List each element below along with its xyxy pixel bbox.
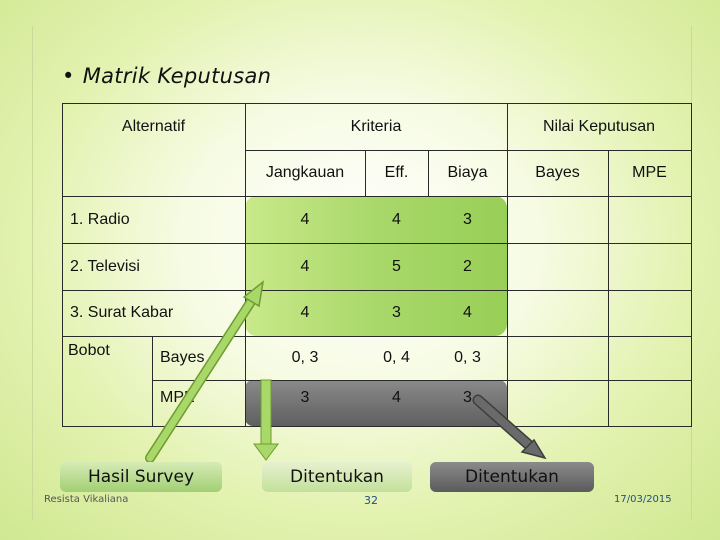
cell-eff: 4 (392, 210, 401, 228)
slide-title: • Matrik Keputusan (62, 64, 271, 88)
cell-eff: 4 (392, 389, 401, 406)
header-nilai-keputusan: Nilai Keputusan (542, 117, 656, 135)
survey-values-highlight (245, 196, 507, 336)
mpe-values-highlight (245, 380, 507, 426)
arrow-ditentukan-gray-icon (472, 394, 547, 460)
cell-jangkauan: 4 (300, 257, 310, 275)
footer-date: 17/03/2015 (614, 494, 672, 505)
arrow-ditentukan-green-icon (253, 379, 279, 461)
cell-biaya: 0, 3 (454, 349, 481, 366)
bobot-row-label: Bayes (160, 349, 205, 366)
cell-biaya: 2 (463, 257, 472, 275)
footer-author: Resista Vikaliana (44, 494, 129, 505)
label-ditentukan-green: Ditentukan (262, 462, 412, 492)
row-label: 2. Televisi (70, 257, 140, 275)
row-label: 1. Radio (70, 210, 130, 228)
bullet-icon: • (62, 64, 75, 88)
label-hasil-survey: Hasil Survey (60, 462, 222, 492)
cell-biaya: 3 (463, 389, 472, 406)
cell-jangkauan: 3 (300, 389, 310, 406)
cell-eff: 0, 4 (383, 349, 410, 366)
row-label: 3. Surat Kabar (70, 304, 174, 321)
arrow-hasil-survey-icon (145, 280, 265, 463)
bobot-label: Bobot (68, 342, 110, 359)
cell-jangkauan: 4 (300, 210, 310, 228)
subheader-eff: Eff. (384, 164, 409, 181)
cell-eff: 3 (392, 304, 401, 321)
cell-jangkauan: 0, 3 (291, 349, 319, 366)
subheader-bayes: Bayes (535, 164, 580, 181)
subheader-mpe: MPE (632, 164, 667, 181)
header-kriteria: Kriteria (350, 117, 402, 135)
cell-biaya: 3 (463, 210, 472, 228)
cell-biaya: 4 (463, 304, 472, 321)
header-alternatif: Alternatif (121, 117, 186, 135)
subheader-biaya: Biaya (447, 164, 488, 181)
title-text: Matrik Keputusan (82, 64, 272, 88)
footer-page-number: 32 (364, 494, 378, 507)
cell-eff: 5 (392, 257, 401, 275)
subheader-jangkauan: Jangkauan (265, 164, 345, 181)
label-ditentukan-gray: Ditentukan (430, 462, 594, 492)
cell-jangkauan: 4 (300, 304, 310, 321)
